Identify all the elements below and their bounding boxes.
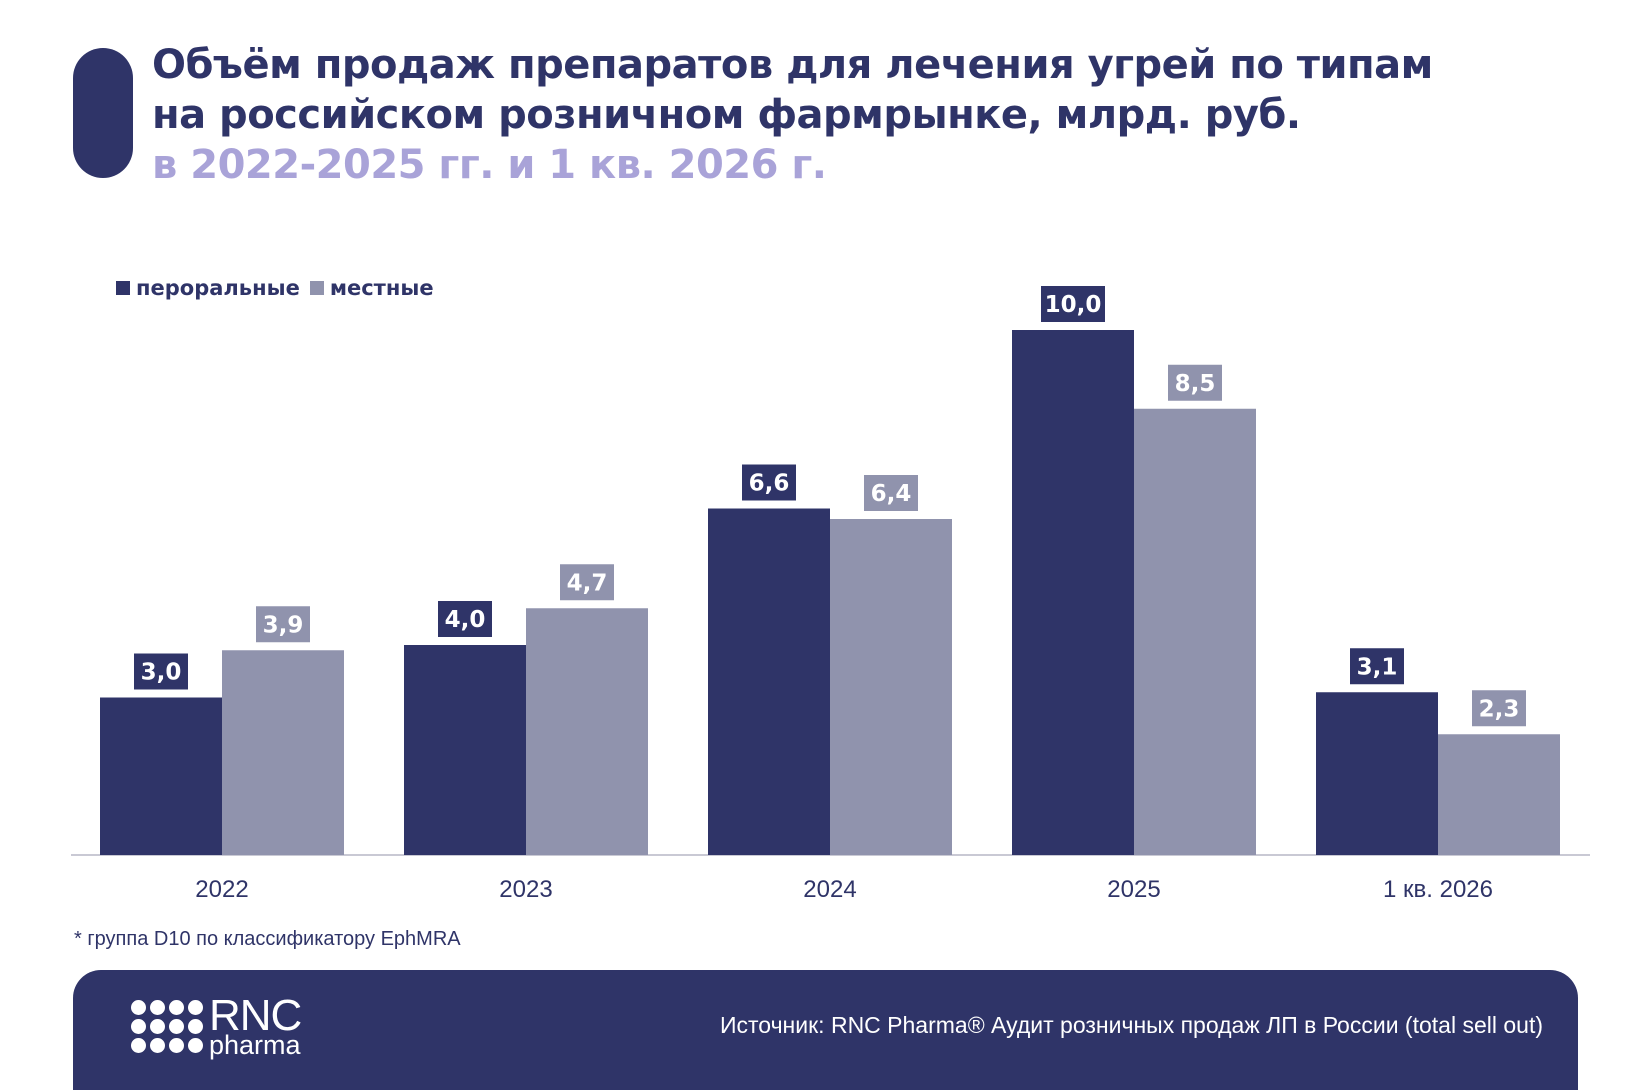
bar-chart: 3,0 3,9 2022 4,0 4,7 2023 6,6 6,4 2024 10,0 8,5 202… — [71, 286, 1590, 903]
bar-topical-0 — [222, 650, 344, 855]
data-label: 6,4 — [871, 481, 912, 507]
bar-oral-4 — [1316, 692, 1438, 855]
data-label: 6,6 — [749, 471, 790, 497]
title-line-1: Объём продаж препаратов для лечения угре… — [152, 42, 1433, 88]
source-note: Источник: RNC Pharma® Аудит розничных пр… — [719, 1012, 1543, 1038]
data-label: 3,0 — [141, 660, 182, 686]
data-label: 10,0 — [1045, 292, 1102, 318]
data-label: 3,1 — [1357, 654, 1398, 680]
bar-topical-4 — [1438, 734, 1560, 855]
data-label-box — [1472, 690, 1526, 727]
legend-item-oral: пероральные — [116, 276, 300, 300]
data-label-box — [438, 601, 492, 637]
data-label: 4,0 — [445, 607, 486, 633]
bar-oral-1 — [404, 645, 526, 855]
bar-oral-0 — [100, 697, 222, 855]
title-line-3: в 2022-2025 гг. и 1 кв. 2026 г. — [152, 142, 827, 188]
data-label-box — [134, 653, 188, 690]
data-label-box — [1168, 364, 1222, 401]
data-label-box — [742, 464, 796, 501]
logo-dots-icon — [131, 1000, 203, 1053]
logo-text-pharma: pharma — [209, 1030, 301, 1060]
data-label: 8,5 — [1175, 371, 1216, 397]
chart-title: Объём продаж препаратов для лечения угре… — [152, 40, 1572, 190]
bar-oral-2 — [708, 508, 830, 855]
data-label-box — [1350, 648, 1404, 685]
legend-swatch-oral — [116, 281, 130, 295]
footer-banner: RNC pharma Источник: RNC Pharma® Аудит р… — [73, 970, 1578, 1090]
x-tick-label: 2023 — [499, 876, 552, 903]
rnc-pharma-logo: RNC pharma — [131, 991, 302, 1060]
x-tick-label: 2022 — [195, 876, 248, 903]
data-label-box — [1041, 286, 1105, 322]
chart-legend: пероральные местные — [116, 276, 434, 300]
data-label: 2,3 — [1479, 696, 1520, 722]
legend-swatch-topical — [309, 281, 324, 295]
bar-topical-3 — [1134, 408, 1256, 855]
bar-oral-3 — [1012, 330, 1134, 855]
x-tick-label: 2025 — [1107, 876, 1160, 903]
title-accent-bar — [73, 48, 133, 178]
data-label-box — [560, 564, 614, 601]
footnote: * группа D10 по классификатору EphMRA — [74, 928, 461, 950]
bar-topical-2 — [830, 519, 952, 855]
legend-item-topical: местные — [309, 276, 434, 300]
x-tick-label: 1 кв. 2026 — [1383, 876, 1493, 903]
bar-topical-1 — [526, 608, 648, 855]
x-tick-label: 2024 — [803, 876, 856, 903]
data-label: 4,7 — [567, 570, 608, 596]
title-line-2: на российском розничном фармрынке, млрд.… — [152, 92, 1301, 138]
data-label-box — [256, 606, 310, 643]
logo-text-rnc: RNC — [209, 991, 302, 1040]
data-label: 3,9 — [263, 612, 304, 638]
data-label-box — [864, 475, 918, 511]
legend-label-oral: пероральные — [136, 276, 300, 300]
legend-label-topical: местные — [329, 276, 434, 300]
